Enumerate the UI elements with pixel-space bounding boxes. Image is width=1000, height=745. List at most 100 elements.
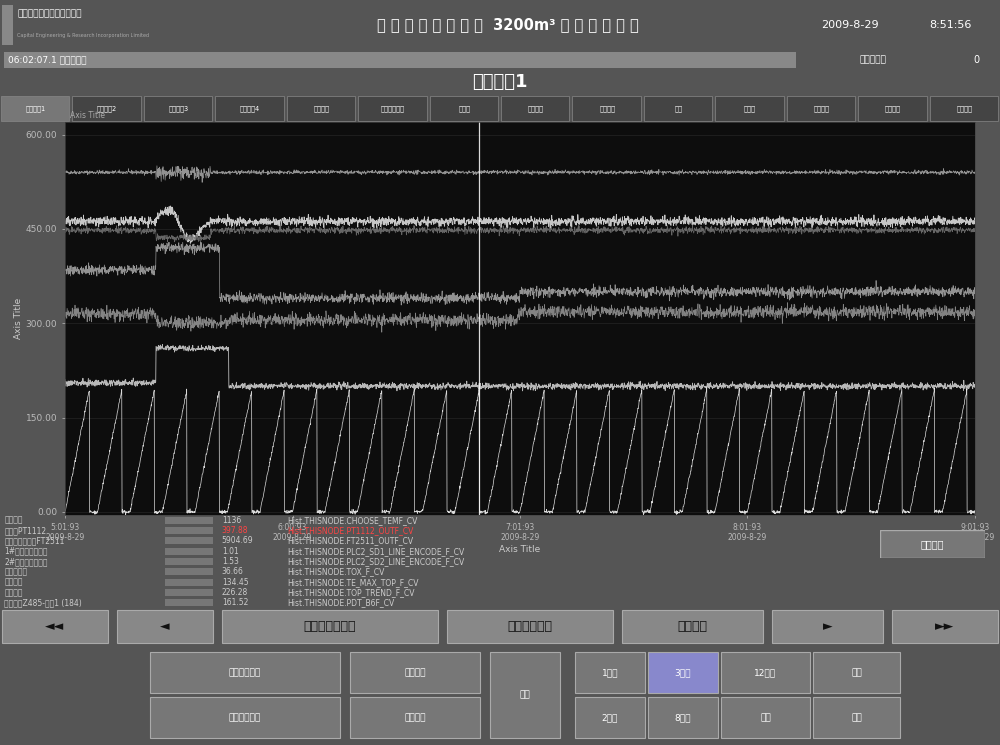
Bar — [575, 697, 645, 738]
Text: 134.45: 134.45 — [222, 577, 248, 586]
Bar — [490, 652, 560, 738]
Bar — [222, 610, 438, 643]
Text: 主要参数2: 主要参数2 — [97, 105, 117, 112]
Text: 热风炉燃烧管道FT2511: 热风炉燃烧管道FT2511 — [4, 536, 65, 545]
Bar — [721, 652, 810, 693]
Text: 1136: 1136 — [222, 516, 241, 524]
Text: 1.53: 1.53 — [222, 557, 239, 566]
Polygon shape — [2, 5, 13, 45]
Text: 料批压差Z485-角料1 (184): 料批压差Z485-角料1 (184) — [4, 598, 82, 607]
Bar — [165, 579, 213, 586]
Text: 炉底球钩: 炉底球钩 — [528, 105, 544, 112]
Text: 鼓风压PT1112: 鼓风压PT1112 — [4, 526, 46, 535]
Bar — [4, 51, 796, 69]
Bar — [648, 697, 718, 738]
Bar — [772, 610, 883, 643]
Text: 炉缸: 炉缸 — [675, 105, 683, 112]
Text: 06:02:07.1 料批上料升: 06:02:07.1 料批上料升 — [8, 55, 87, 65]
Text: 一天: 一天 — [760, 713, 771, 722]
Text: Hist.THISNODE.CHOOSE_TEMF_CV: Hist.THISNODE.CHOOSE_TEMF_CV — [287, 516, 417, 524]
Text: 5904.69: 5904.69 — [222, 536, 253, 545]
X-axis label: Axis Title: Axis Title — [499, 545, 541, 554]
Bar — [165, 548, 213, 555]
Text: 多数系值主标: 多数系值主标 — [508, 620, 552, 633]
Bar — [813, 697, 900, 738]
Text: 十字高温: 十字高温 — [313, 105, 329, 112]
Text: 截取日期及时间: 截取日期及时间 — [304, 620, 356, 633]
Bar — [572, 96, 641, 121]
Bar — [350, 652, 480, 693]
Text: Hist.THISNODE.TOP_TREND_F_CV: Hist.THISNODE.TOP_TREND_F_CV — [287, 588, 415, 597]
Text: 炉顶温度: 炉顶温度 — [4, 577, 23, 586]
Bar — [644, 96, 712, 121]
Text: 高炉煤气: 高炉煤气 — [885, 105, 901, 112]
Text: Hist.THISNODE.PLC2_SD2_LINE_ENCODE_F_CV: Hist.THISNODE.PLC2_SD2_LINE_ENCODE_F_CV — [287, 557, 464, 566]
Bar — [165, 537, 213, 545]
Bar — [858, 96, 927, 121]
Text: 炉顶静压: 炉顶静压 — [599, 105, 615, 112]
Bar — [165, 516, 213, 524]
Text: 天 津 钢 铁 有 限 公 司  3200m³ 高 炉 监 控 系 统: 天 津 钢 铁 有 限 公 司 3200m³ 高 炉 监 控 系 统 — [377, 17, 638, 33]
Text: Axis Title: Axis Title — [70, 111, 105, 120]
Bar — [287, 96, 355, 121]
Text: 36.66: 36.66 — [222, 568, 244, 577]
Bar — [930, 96, 998, 121]
Text: 炉炊软水: 炉炊软水 — [813, 105, 829, 112]
Text: 显示全部: 显示全部 — [921, 539, 944, 549]
Text: 1#密尺编码器脉值: 1#密尺编码器脉值 — [4, 547, 48, 556]
Bar — [165, 527, 213, 534]
Bar — [150, 652, 340, 693]
Text: 0: 0 — [973, 55, 979, 65]
Text: 透气性指数: 透气性指数 — [4, 568, 27, 577]
Bar — [622, 610, 763, 643]
Text: 改变颜色: 改变颜色 — [678, 620, 708, 633]
Bar — [813, 652, 900, 693]
Text: 工业水: 工业水 — [744, 105, 756, 112]
Bar — [117, 610, 213, 643]
Bar — [165, 568, 213, 575]
Text: 12小时: 12小时 — [754, 668, 777, 677]
Text: ►►: ►► — [935, 620, 955, 633]
Text: 3小时: 3小时 — [675, 668, 691, 677]
Text: 主要参数1: 主要参数1 — [472, 74, 528, 92]
Text: 2009-8-29: 2009-8-29 — [821, 20, 879, 30]
Text: 2小时: 2小时 — [602, 713, 618, 722]
Bar — [150, 697, 340, 738]
Text: 主要参数4: 主要参数4 — [240, 105, 260, 112]
Text: 当前登陆：: 当前登陆： — [860, 55, 887, 65]
Text: 更新: 更新 — [520, 691, 530, 700]
Text: Hist.THISNODE.TOX_F_CV: Hist.THISNODE.TOX_F_CV — [287, 568, 384, 577]
Text: 主要参数1: 主要参数1 — [26, 105, 46, 112]
Y-axis label: Axis Title: Axis Title — [14, 298, 23, 339]
Text: 历史趋势: 历史趋势 — [404, 713, 426, 722]
Text: Hist.THISNODE.PDT_B6F_CV: Hist.THISNODE.PDT_B6F_CV — [287, 598, 394, 607]
Text: 炉顶压力: 炉顶压力 — [4, 588, 23, 597]
Text: 实时趋势: 实时趋势 — [404, 668, 426, 677]
Text: 1.01: 1.01 — [222, 547, 239, 556]
Text: Capital Engineering & Research Incorporation Limited: Capital Engineering & Research Incorpora… — [17, 34, 149, 39]
Text: ◄: ◄ — [160, 620, 170, 633]
Text: 397.88: 397.88 — [222, 526, 248, 535]
Bar — [648, 652, 718, 693]
Text: Hist.THISNODE.PLC2_SD1_LINE_ENCODE_F_CV: Hist.THISNODE.PLC2_SD1_LINE_ENCODE_F_CV — [287, 547, 464, 556]
Bar — [72, 96, 141, 121]
Text: 三天: 三天 — [851, 668, 862, 677]
Text: 中冶京诚工程技术有限公司: 中冶京诚工程技术有限公司 — [17, 10, 82, 19]
Bar — [215, 96, 284, 121]
Text: Hist.THISNODE.TE_MAX_TOP_F_CV: Hist.THISNODE.TE_MAX_TOP_F_CV — [287, 577, 419, 586]
Text: 2#密尺编码器脉值: 2#密尺编码器脉值 — [4, 557, 48, 566]
Text: 8:51:56: 8:51:56 — [929, 20, 971, 30]
Bar — [165, 599, 213, 606]
Bar — [575, 652, 645, 693]
Text: 226.28: 226.28 — [222, 588, 248, 597]
Bar — [165, 558, 213, 565]
Text: 七天: 七天 — [851, 713, 862, 722]
Text: ◄◄: ◄◄ — [45, 620, 65, 633]
Bar — [715, 96, 784, 121]
Text: 8小时: 8小时 — [675, 713, 691, 722]
Bar — [1, 96, 69, 121]
Text: 增加时间长度: 增加时间长度 — [229, 668, 261, 677]
Bar — [358, 96, 427, 121]
Bar — [2, 610, 108, 643]
Bar — [892, 610, 998, 643]
